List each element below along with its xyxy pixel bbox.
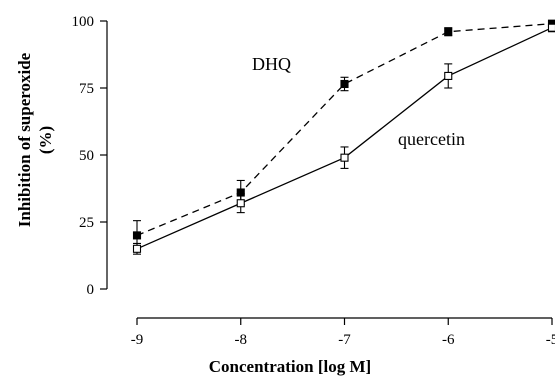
y-tick-label: 75 bbox=[79, 81, 94, 97]
data-point bbox=[340, 153, 349, 162]
data-point bbox=[236, 199, 245, 208]
x-tick-label: -6 bbox=[442, 332, 455, 348]
series-dhq bbox=[132, 19, 555, 251]
y-tick-label: 100 bbox=[72, 14, 95, 30]
series-line bbox=[136, 23, 553, 237]
data-point bbox=[444, 27, 453, 36]
y-tick-label: 25 bbox=[79, 215, 94, 231]
y-axis-title: Inhibition of superoxide bbox=[15, 52, 34, 227]
y-tick-label: 50 bbox=[79, 148, 94, 164]
y-axis-title-group: Inhibition of superoxide (%) bbox=[15, 52, 55, 227]
data-point bbox=[132, 231, 142, 240]
x-tick-label: -7 bbox=[338, 332, 351, 348]
series-layer bbox=[132, 19, 555, 255]
series-label-dhq: DHQ bbox=[252, 54, 291, 74]
y-axis-title-unit: (%) bbox=[36, 126, 55, 154]
x-axis-title: Concentration [log M] bbox=[209, 357, 371, 376]
y-ticks: 0 25 50 75 100 bbox=[72, 14, 107, 298]
data-point bbox=[340, 79, 349, 89]
series-quercetin bbox=[132, 23, 555, 255]
series-line bbox=[136, 27, 553, 250]
x-tick-label: -5 bbox=[546, 332, 555, 348]
data-point bbox=[132, 244, 142, 253]
x-tick-label: -9 bbox=[131, 332, 144, 348]
data-point bbox=[444, 71, 453, 80]
x-ticks: -9 -8 -7 -6 -5 bbox=[131, 318, 555, 348]
data-point bbox=[547, 23, 555, 32]
series-label-quercetin: quercetin bbox=[398, 129, 465, 149]
y-tick-label: 0 bbox=[87, 282, 95, 298]
x-tick-label: -8 bbox=[235, 332, 248, 348]
